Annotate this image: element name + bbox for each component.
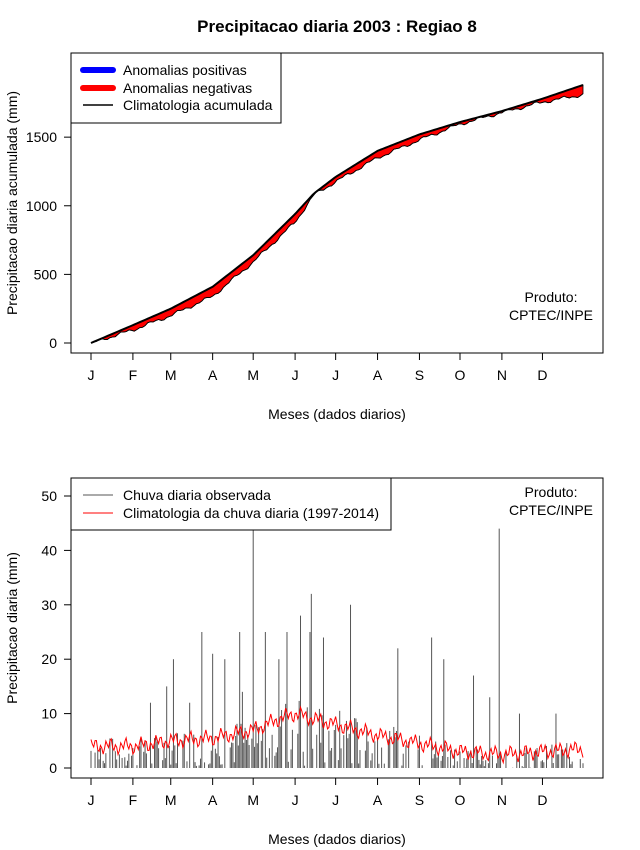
climatology-daily-line bbox=[90, 705, 584, 765]
cumulative-y-axis: 0 500 1000 1500 bbox=[26, 129, 72, 351]
daily-x-tick-label: N bbox=[497, 792, 507, 808]
product-label-line2: CPTEC/INPE bbox=[509, 502, 593, 518]
negative-anomaly-area bbox=[90, 84, 584, 344]
legend-label-positive: Anomalias positivas bbox=[123, 62, 247, 78]
legend-label-negative: Anomalias negativas bbox=[123, 80, 252, 96]
legend-box bbox=[70, 477, 392, 531]
daily-x-tick-label: O bbox=[455, 792, 466, 808]
product-label-line2: CPTEC/INPE bbox=[509, 307, 593, 323]
daily-y-label: Precipitacao diaria (mm) bbox=[4, 552, 20, 704]
daily-x-tick-label: D bbox=[537, 792, 547, 808]
cumulative-legend: Anomalias positivas Anomalias negativas … bbox=[70, 52, 282, 124]
cumulative-x-tick-label: J bbox=[88, 367, 95, 383]
daily-x-tick-label: M bbox=[247, 792, 259, 808]
cumulative-x-tick-label: D bbox=[537, 367, 547, 383]
observed-cumulative-line bbox=[90, 93, 584, 344]
daily-x-label: Meses (dados diarios) bbox=[268, 831, 406, 847]
cumulative-x-tick-label: A bbox=[373, 367, 383, 383]
cumulative-x-tick-label: M bbox=[247, 367, 259, 383]
daily-x-tick-label: M bbox=[165, 792, 177, 808]
cumulative-y-tick-label: 500 bbox=[34, 266, 58, 282]
product-label-line1: Produto: bbox=[525, 484, 578, 500]
cumulative-x-tick-label: O bbox=[455, 367, 466, 383]
cumulative-y-tick-label: 0 bbox=[49, 335, 57, 351]
legend-label-climatology-daily: Climatologia da chuva diaria (1997-2014) bbox=[123, 505, 379, 521]
product-label-line1: Produto: bbox=[525, 289, 578, 305]
cumulative-x-tick-label: A bbox=[208, 367, 218, 383]
daily-x-tick-label: J bbox=[88, 792, 95, 808]
daily-y-tick-label: 20 bbox=[41, 651, 57, 667]
cumulative-x-tick-label: J bbox=[292, 367, 299, 383]
daily-panel: 0 10 20 30 40 50 J F M A M J J A S O N D Precipitacao di… bbox=[4, 477, 604, 847]
figure-title: Precipitacao diaria 2003 : Regiao 8 bbox=[197, 17, 477, 36]
daily-x-tick-label: A bbox=[208, 792, 218, 808]
cumulative-y-tick-label: 1000 bbox=[26, 198, 57, 214]
daily-y-tick-label: 50 bbox=[41, 488, 57, 504]
cumulative-x-label: Meses (dados diarios) bbox=[268, 406, 406, 422]
daily-y-axis: 0 10 20 30 40 50 bbox=[41, 488, 72, 776]
legend-label-observed: Chuva diaria observada bbox=[123, 487, 271, 503]
cumulative-y-tick-label: 1500 bbox=[26, 129, 57, 145]
daily-y-tick-label: 30 bbox=[41, 597, 57, 613]
cumulative-x-tick-label: S bbox=[415, 367, 424, 383]
climatology-cumulative-line bbox=[90, 84, 584, 344]
cumulative-x-tick-label: J bbox=[332, 367, 339, 383]
legend-label-climatology: Climatologia acumulada bbox=[123, 97, 273, 113]
daily-x-tick-label: F bbox=[129, 792, 138, 808]
daily-y-tick-label: 0 bbox=[49, 760, 57, 776]
cumulative-x-tick-label: M bbox=[165, 367, 177, 383]
cumulative-y-label: Precipitacao diaria acumulada (mm) bbox=[4, 91, 20, 315]
daily-legend: Chuva diaria observada Climatologia da c… bbox=[70, 477, 392, 531]
cumulative-panel: 0 500 1000 1500 J F M A M J J A S O N D Precipitacao d… bbox=[4, 52, 604, 422]
daily-x-tick-label: J bbox=[292, 792, 299, 808]
cumulative-x-tick-label: N bbox=[497, 367, 507, 383]
daily-x-tick-label: J bbox=[332, 792, 339, 808]
daily-x-tick-label: S bbox=[415, 792, 424, 808]
anomaly-areas bbox=[90, 84, 584, 344]
cumulative-x-tick-label: F bbox=[129, 367, 138, 383]
daily-x-tick-label: A bbox=[373, 792, 383, 808]
daily-y-tick-label: 40 bbox=[41, 542, 57, 558]
daily-y-tick-label: 10 bbox=[41, 706, 57, 722]
observed-daily-bars bbox=[90, 528, 584, 768]
